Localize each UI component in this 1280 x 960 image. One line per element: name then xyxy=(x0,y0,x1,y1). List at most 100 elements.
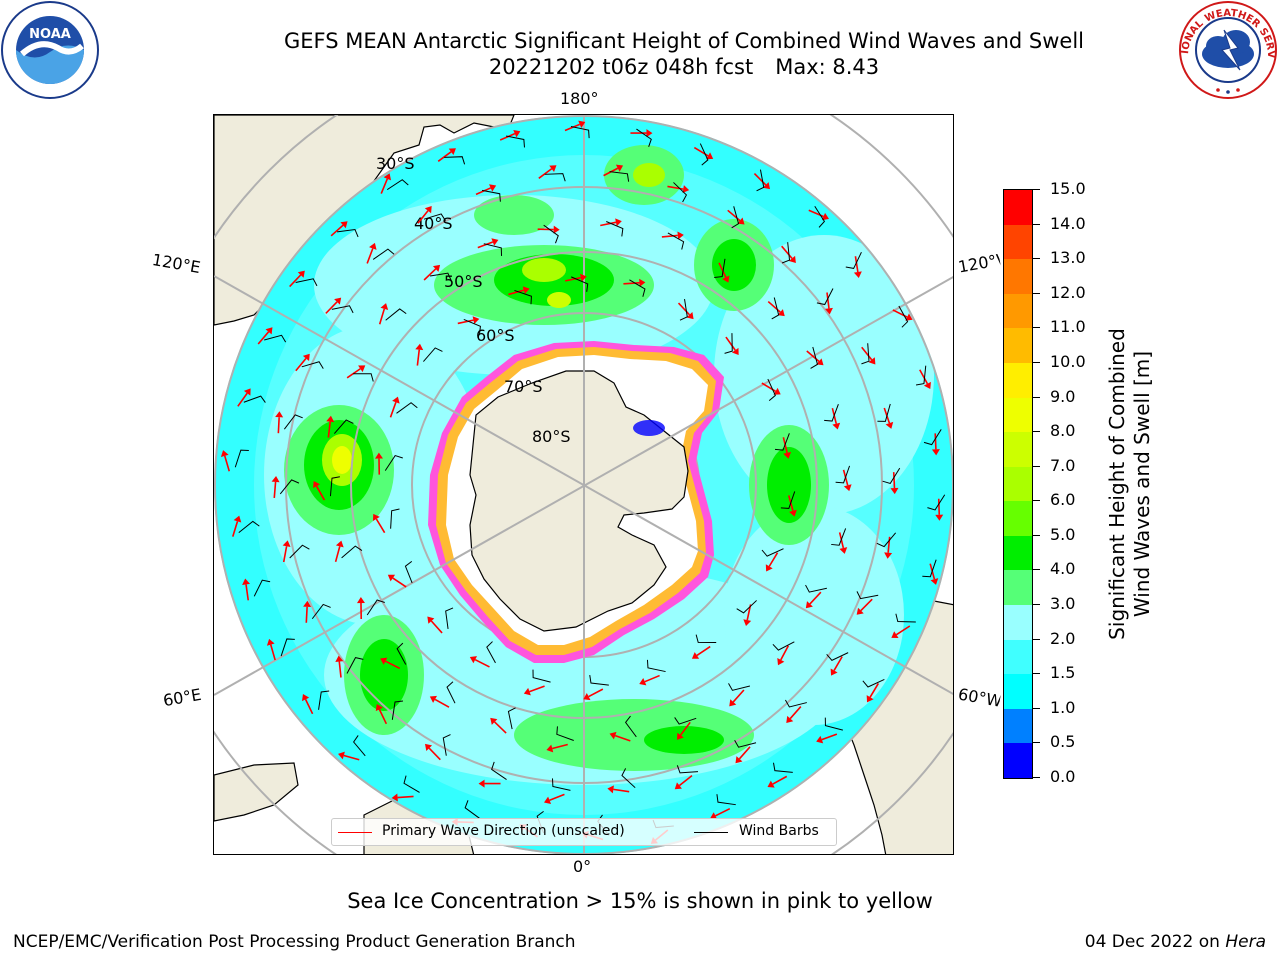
wave-direction-arrow xyxy=(821,733,838,741)
wave-direction-arrow xyxy=(315,485,326,501)
colorbar-tick-mark xyxy=(1033,742,1040,744)
colorbar-tick-label: 10.0 xyxy=(1050,351,1086,371)
wind-barb xyxy=(695,634,717,644)
wave-direction-arrow xyxy=(343,754,360,761)
wind-barb xyxy=(353,373,374,382)
wave-direction-arrow xyxy=(499,132,516,141)
wave-direction-arrow xyxy=(257,331,270,345)
wind-barb xyxy=(831,528,847,546)
wind-barb xyxy=(810,346,819,369)
wind-barb xyxy=(238,520,260,534)
wave-direction-arrow xyxy=(600,221,617,227)
colorbar-tick: 5.0 xyxy=(1033,524,1076,544)
wave-direction-arrow xyxy=(718,262,727,278)
wave-direction-arrowhead xyxy=(383,173,392,181)
wind-barb xyxy=(464,800,480,819)
colorbar-tick-label: 5.0 xyxy=(1050,524,1076,544)
colorbar-tick-label: 11.0 xyxy=(1050,317,1086,337)
wave-direction-swatch xyxy=(338,832,372,833)
wave-direction-arrow xyxy=(338,661,342,678)
lon-label-120w: 120°W xyxy=(956,250,1002,277)
colorbar-tick-mark xyxy=(1033,361,1040,363)
wave-direction-arrowhead xyxy=(788,255,796,263)
wave-direction-arrowhead xyxy=(334,297,342,305)
wind-barb xyxy=(570,126,590,139)
wind-barb xyxy=(463,318,481,335)
wave-direction-arrow xyxy=(934,433,937,450)
wave-direction-arrowhead xyxy=(356,597,365,604)
wave-direction-arrow xyxy=(725,336,736,351)
wave-direction-arrowhead xyxy=(856,607,864,615)
wind-barb xyxy=(544,173,566,182)
wind-barb xyxy=(673,182,688,203)
wave-direction-arrow xyxy=(457,319,474,325)
wave-direction-arrow xyxy=(772,775,788,785)
wave-direction-arrow xyxy=(245,584,250,601)
wave-direction-arrowhead xyxy=(706,152,714,160)
map-panel: 30°S 40°S 50°S 60°S 70°S 80°S xyxy=(213,114,954,855)
wave-direction-arrow xyxy=(661,234,678,238)
wave-direction-arrow xyxy=(552,743,568,750)
colorbar-band xyxy=(1004,743,1032,778)
colorbar-tick: 13.0 xyxy=(1033,249,1086,267)
wind-barb xyxy=(845,251,862,269)
wave-direction-arrow xyxy=(780,645,790,661)
colorbar-tick: 7.0 xyxy=(1033,456,1075,475)
colorbar-band xyxy=(1004,190,1032,225)
wave-direction-arrowhead xyxy=(816,735,824,744)
wind-barb xyxy=(442,734,451,756)
wave-direction-arrow xyxy=(295,357,307,372)
footer-date-text: 04 Dec 2022 on xyxy=(1084,932,1220,952)
wave-direction-arrow xyxy=(434,698,450,708)
wind-barb xyxy=(895,613,916,623)
wave-direction-arrow xyxy=(289,274,302,288)
wave-direction-arrowhead xyxy=(777,658,785,666)
wave-direction-arrow xyxy=(392,577,407,588)
colorbar-tick: 6.0 xyxy=(1033,491,1075,509)
wave-direction-arrow xyxy=(397,795,414,799)
wave-direction-arrow xyxy=(565,276,582,282)
wave-direction-arrow xyxy=(273,481,277,498)
wind-barb xyxy=(826,652,849,661)
footer-credit: NCEP/EMC/Verification Post Processing Pr… xyxy=(13,932,576,952)
wave-direction-arrow xyxy=(679,721,691,736)
colorbar-tick-label: 4.0 xyxy=(1050,559,1076,579)
wave-direction-arrow xyxy=(538,168,553,179)
colorbar-band xyxy=(1004,535,1032,571)
nws-logo: NATIONAL WEATHER SERVICE xyxy=(1178,0,1277,99)
colorbar-band xyxy=(1004,605,1032,640)
wave-direction-arrow xyxy=(860,598,873,612)
wind-barb xyxy=(731,206,740,229)
wave-direction-arrow xyxy=(389,401,397,418)
lat-label-40s: 40°S xyxy=(414,214,453,233)
wave-direction-arrowhead xyxy=(777,309,785,317)
colorbar-tick-mark xyxy=(1033,258,1040,260)
lat-label-60s: 60°S xyxy=(476,326,515,345)
wave-direction-arrowhead xyxy=(722,275,730,283)
wind-barb xyxy=(772,762,793,773)
wind-barb xyxy=(728,683,751,691)
wind-barb xyxy=(491,761,507,780)
wind-barb xyxy=(372,248,395,260)
wind-barb xyxy=(856,591,879,600)
wind-barb xyxy=(253,579,271,597)
colorbar-band xyxy=(1004,674,1032,709)
wind-barb xyxy=(403,775,420,793)
wind-barb xyxy=(862,678,885,688)
colorbar-tick-label: 0.5 xyxy=(1050,732,1076,752)
wind-barb xyxy=(774,433,790,451)
wind-barb xyxy=(385,308,407,321)
wave-direction-arrowhead xyxy=(682,185,690,194)
wind-barb xyxy=(877,403,891,422)
wave-direction-arrowhead xyxy=(372,513,380,522)
wind-barb xyxy=(882,467,901,485)
wave-direction-arrowhead xyxy=(825,307,833,315)
wind-barbs-swatch xyxy=(694,832,728,833)
wave-direction-arrow xyxy=(826,292,830,309)
wind-barb xyxy=(716,794,736,806)
wave-direction-arrow xyxy=(549,793,565,802)
wave-direction-arrow xyxy=(919,369,929,385)
wave-direction-arrowhead xyxy=(387,574,396,582)
lon-label-60w: 60°W xyxy=(956,684,1002,711)
wave-direction-arrowhead xyxy=(220,450,229,457)
